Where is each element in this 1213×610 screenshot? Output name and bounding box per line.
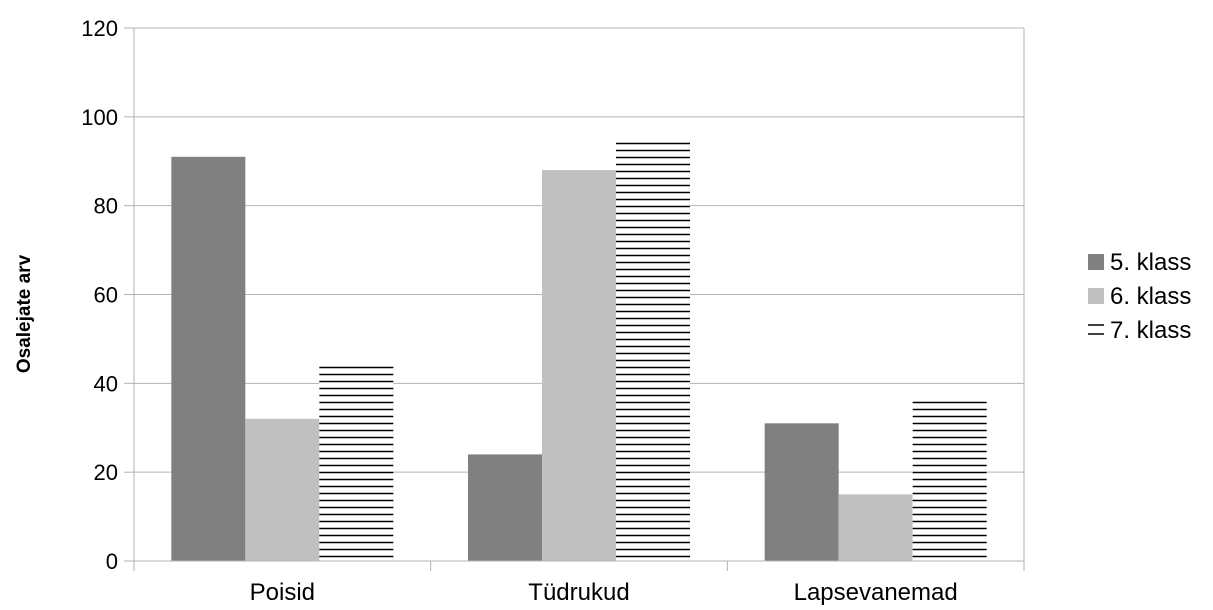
y-tick-label: 120 xyxy=(81,16,118,41)
legend: 5. klass 6. klass 7. klass xyxy=(1088,249,1191,344)
y-tick-label: 60 xyxy=(94,283,118,308)
category-label: Tüdrukud xyxy=(528,579,629,606)
y-tick-label: 40 xyxy=(94,371,118,396)
y-tick-label: 0 xyxy=(106,549,118,574)
y-tick-labels: 0 20 40 60 80 100 120 xyxy=(81,16,118,574)
y-tick-label: 100 xyxy=(81,105,118,130)
bars xyxy=(171,139,987,561)
legend-swatch xyxy=(1088,288,1104,304)
legend-label: 6. klass xyxy=(1110,283,1191,310)
legend-label: 5. klass xyxy=(1110,249,1191,276)
axes xyxy=(124,27,1025,571)
bar-6-klass-lapsevanemad xyxy=(838,494,913,561)
bar-5-klass-lapsevanemad xyxy=(764,423,839,561)
bar-5-klass-tüdrukud xyxy=(468,454,542,561)
y-tick-label: 80 xyxy=(94,194,118,219)
bar-6-klass-poisid xyxy=(245,418,320,561)
bar-7-klass-tüdrukud xyxy=(616,139,690,561)
bar-7-klass-lapsevanemad xyxy=(912,401,987,561)
category-labels: Poisid Tüdrukud Lapsevanemad xyxy=(250,579,958,606)
category-label: Poisid xyxy=(250,579,315,606)
legend-label: 7. klass xyxy=(1110,317,1191,344)
category-label: Lapsevanemad xyxy=(794,579,958,606)
bar-7-klass-poisid xyxy=(319,365,394,561)
bar-6-klass-tüdrukud xyxy=(542,170,616,561)
bar-5-klass-poisid xyxy=(171,156,246,561)
legend-swatch xyxy=(1088,254,1104,270)
y-axis-title: Osalejate arv xyxy=(14,254,35,373)
y-tick-label: 20 xyxy=(94,460,118,485)
